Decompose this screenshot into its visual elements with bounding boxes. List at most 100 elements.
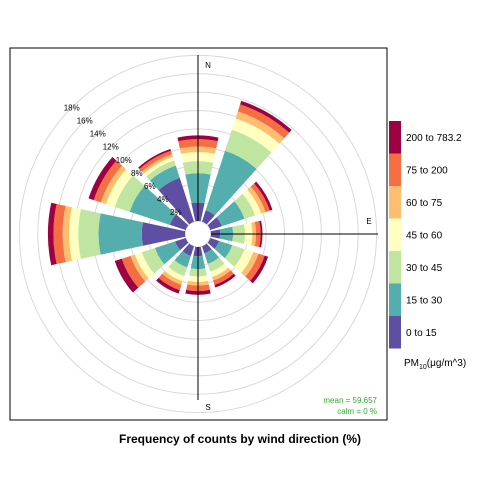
- wedge-dir60-bin6: [250, 183, 270, 213]
- wedge-dir150-bin4: [210, 263, 229, 277]
- wedge-dir120-bin2: [214, 240, 233, 259]
- wedge-dir120-bin4: [234, 249, 254, 273]
- wedge-dir120-bin3: [224, 245, 245, 267]
- legend: 200 to 783.2 75 to 200 60 to 75 45 to 60 30 …: [389, 121, 462, 349]
- radial-tick-label: 2%: [170, 208, 182, 217]
- wedge-dir270-bin1: [141, 222, 186, 246]
- wedge-dir210-bin7: [156, 277, 180, 294]
- wedge-dir150-bin1: [202, 243, 212, 254]
- wedge-dir240-bin4: [134, 252, 155, 279]
- radial-tick-label: 18%: [64, 104, 80, 113]
- wedge-dir330-bin2: [149, 165, 180, 191]
- wedge-dir150-bin2: [204, 249, 220, 264]
- legend-swatch-5: [389, 251, 401, 284]
- wedge-dir240-bin7: [114, 258, 139, 293]
- wedge-dir270-bin2: [98, 213, 143, 255]
- wedge-dir30-bin1: [202, 210, 215, 225]
- wedge-dir300-bin3: [114, 175, 145, 212]
- wedge-dir120-bin1: [207, 238, 220, 249]
- wedge-dir60-bin2: [216, 201, 245, 227]
- radial-tick-label: 8%: [131, 169, 143, 178]
- wedge-dir60-bin4: [242, 189, 262, 216]
- legend-label-1: 200 to 783.2: [406, 133, 462, 144]
- legend-swatch-7: [389, 316, 401, 349]
- wedge-dir120-bin5: [241, 251, 259, 277]
- wedge-dir210-bin3: [168, 260, 188, 277]
- wedge-dir150-bin3: [207, 257, 225, 272]
- calm-stat: calm = 0 %: [337, 407, 377, 416]
- wedge-dir30-bin2: [205, 150, 257, 216]
- legend-label-7: 0 to 15: [406, 328, 437, 339]
- legend-swatch-2: [389, 153, 401, 186]
- radial-tick-label: 14%: [90, 130, 106, 139]
- chart-title: Frequency of counts by wind direction (%…: [119, 432, 361, 446]
- wedge-dir60-bin3: [234, 193, 255, 219]
- wedge-dir300-bin7: [88, 156, 117, 201]
- mean-stat: mean = 59.657: [323, 396, 377, 405]
- wedge-dir270-bin4: [69, 207, 81, 261]
- wedge-dir330-bin1: [158, 177, 194, 225]
- legend-label-6: 15 to 30: [406, 295, 443, 306]
- wedge-dir270-bin6: [53, 203, 66, 265]
- wedge-dir210-bin5: [162, 271, 183, 285]
- compass-south-label: S: [205, 403, 210, 412]
- wedge-dir240-bin5: [130, 254, 149, 282]
- wedge-dir330-bin6: [139, 150, 173, 172]
- wedge-dir120-bin7: [250, 255, 269, 284]
- radial-tick-label: 16%: [77, 117, 93, 126]
- compass-north-label: N: [205, 61, 211, 70]
- legend-swatch-1: [389, 121, 401, 154]
- wedge-dir210-bin2: [174, 251, 191, 268]
- wedge-dir60-bin5: [247, 186, 266, 214]
- radial-tick-labels: 2%4%6%8% 10% 12% 14% 16% 18%: [64, 104, 182, 217]
- wedge-dir30-bin3: [225, 129, 272, 169]
- wedge-dir240-bin2: [155, 241, 181, 265]
- legend-title-subscript: 10: [419, 364, 427, 371]
- wedge-dir300-bin4: [106, 169, 133, 207]
- legend-swatch-6: [389, 283, 401, 316]
- wedge-dir30-bin5: [235, 111, 285, 144]
- wedge-dir150-bin6: [213, 270, 234, 285]
- wedge-dir210-bin4: [164, 266, 185, 282]
- wedge-dir330-bin5: [141, 154, 173, 174]
- legend-swatch-4: [389, 218, 401, 251]
- wedge-dir240-bin6: [121, 255, 146, 288]
- wedge-dir150-bin5: [211, 267, 231, 281]
- wedge-dir60-bin1: [207, 217, 222, 230]
- compass-axes: [197, 55, 378, 400]
- wedge-dir120-bin6: [245, 253, 265, 281]
- wedge-dir30-bin7: [240, 100, 292, 133]
- wedge-dir240-bin1: [175, 238, 189, 251]
- legend-title: PM10(μg/m^3): [404, 358, 466, 371]
- wedge-dir150-bin7: [214, 273, 236, 288]
- radial-tick-label: 6%: [144, 182, 156, 191]
- wedge-dir60-bin7: [254, 181, 273, 211]
- legend-title-main: PM: [404, 358, 419, 369]
- wedge-dir270-bin3: [78, 209, 101, 259]
- wedge-dir270-bin5: [62, 205, 72, 263]
- wedge-dir30-bin6: [237, 104, 290, 139]
- wedge-dir300-bin6: [93, 160, 123, 203]
- legend-title-units: (μg/m^3): [427, 358, 466, 369]
- wedge-dir240-bin3: [141, 247, 165, 274]
- legend-swatch-3: [389, 186, 401, 219]
- wedge-dir210-bin1: [182, 243, 194, 256]
- wedge-dir300-bin1: [169, 214, 189, 230]
- wedge-dir210-bin6: [158, 273, 182, 291]
- radial-tick-label: 12%: [103, 143, 119, 152]
- radial-tick-label: 10%: [116, 156, 132, 165]
- wedge-dir30-bin4: [231, 118, 280, 153]
- legend-label-3: 60 to 75: [406, 198, 443, 209]
- wedge-dir300-bin5: [100, 165, 127, 205]
- wedge-dir300-bin2: [129, 185, 177, 225]
- wedge-dir330-bin3: [146, 160, 176, 181]
- wedge-dir330-bin4: [143, 156, 175, 177]
- wedge-dir270-bin7: [47, 202, 57, 266]
- legend-label-2: 75 to 200: [406, 165, 448, 176]
- radial-tick-label: 4%: [157, 195, 169, 204]
- legend-label-4: 45 to 60: [406, 230, 443, 241]
- compass-east-label: E: [366, 217, 371, 226]
- legend-label-5: 30 to 45: [406, 263, 443, 274]
- wedge-dir330-bin7: [138, 149, 171, 169]
